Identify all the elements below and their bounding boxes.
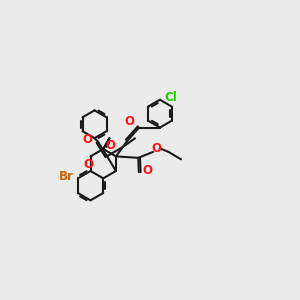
- Text: O: O: [142, 164, 152, 177]
- Text: Br: Br: [59, 170, 74, 183]
- Text: O: O: [105, 139, 116, 152]
- Text: O: O: [83, 133, 93, 146]
- Text: Cl: Cl: [165, 91, 178, 104]
- Text: O: O: [83, 158, 93, 171]
- Text: O: O: [124, 115, 135, 128]
- Text: O: O: [152, 142, 162, 155]
